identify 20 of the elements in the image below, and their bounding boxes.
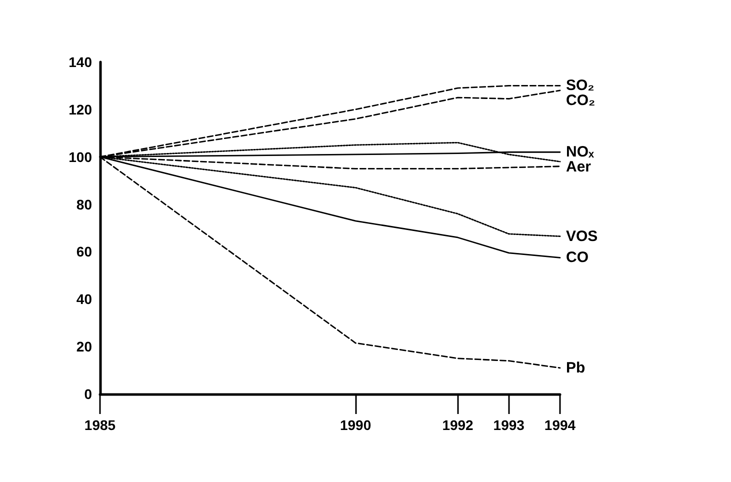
series-label: Pb [566,359,586,376]
series-label: CO [566,249,589,266]
y-tick-label: 100 [68,148,92,165]
x-tick-label: 1985 [84,417,116,433]
x-tick-label: 1994 [544,417,576,433]
y-tick-label: 20 [76,338,92,355]
y-tick-label: 80 [76,196,92,212]
series-label: SO₂ [566,77,594,94]
series-label: Aer [566,158,592,176]
y-tick-label: 120 [68,101,92,118]
y-tick-label: 0 [84,386,92,402]
x-tick-label: 1993 [493,417,525,433]
series-label: VOS [566,228,598,245]
x-tick-label: 1992 [442,417,474,433]
y-tick-label: 40 [76,291,92,308]
y-tick-label: 60 [76,244,92,260]
y-tick-label: 140 [68,54,92,70]
series-label: CO₂ [566,92,596,110]
series-label: NOₓ [566,144,594,161]
x-tick-label: 1990 [340,417,372,433]
